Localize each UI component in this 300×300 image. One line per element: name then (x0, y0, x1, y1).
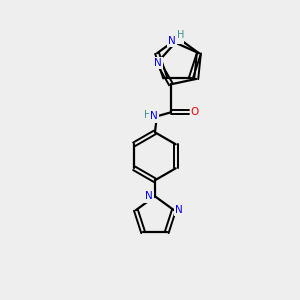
Text: N: N (154, 58, 162, 68)
Text: N: N (168, 36, 176, 46)
Text: H: H (143, 110, 151, 120)
Text: O: O (191, 107, 199, 117)
Text: N: N (175, 205, 183, 215)
Text: O: O (175, 33, 183, 43)
Text: H: H (177, 30, 184, 40)
Text: N: N (150, 111, 158, 121)
Text: N: N (145, 191, 153, 201)
